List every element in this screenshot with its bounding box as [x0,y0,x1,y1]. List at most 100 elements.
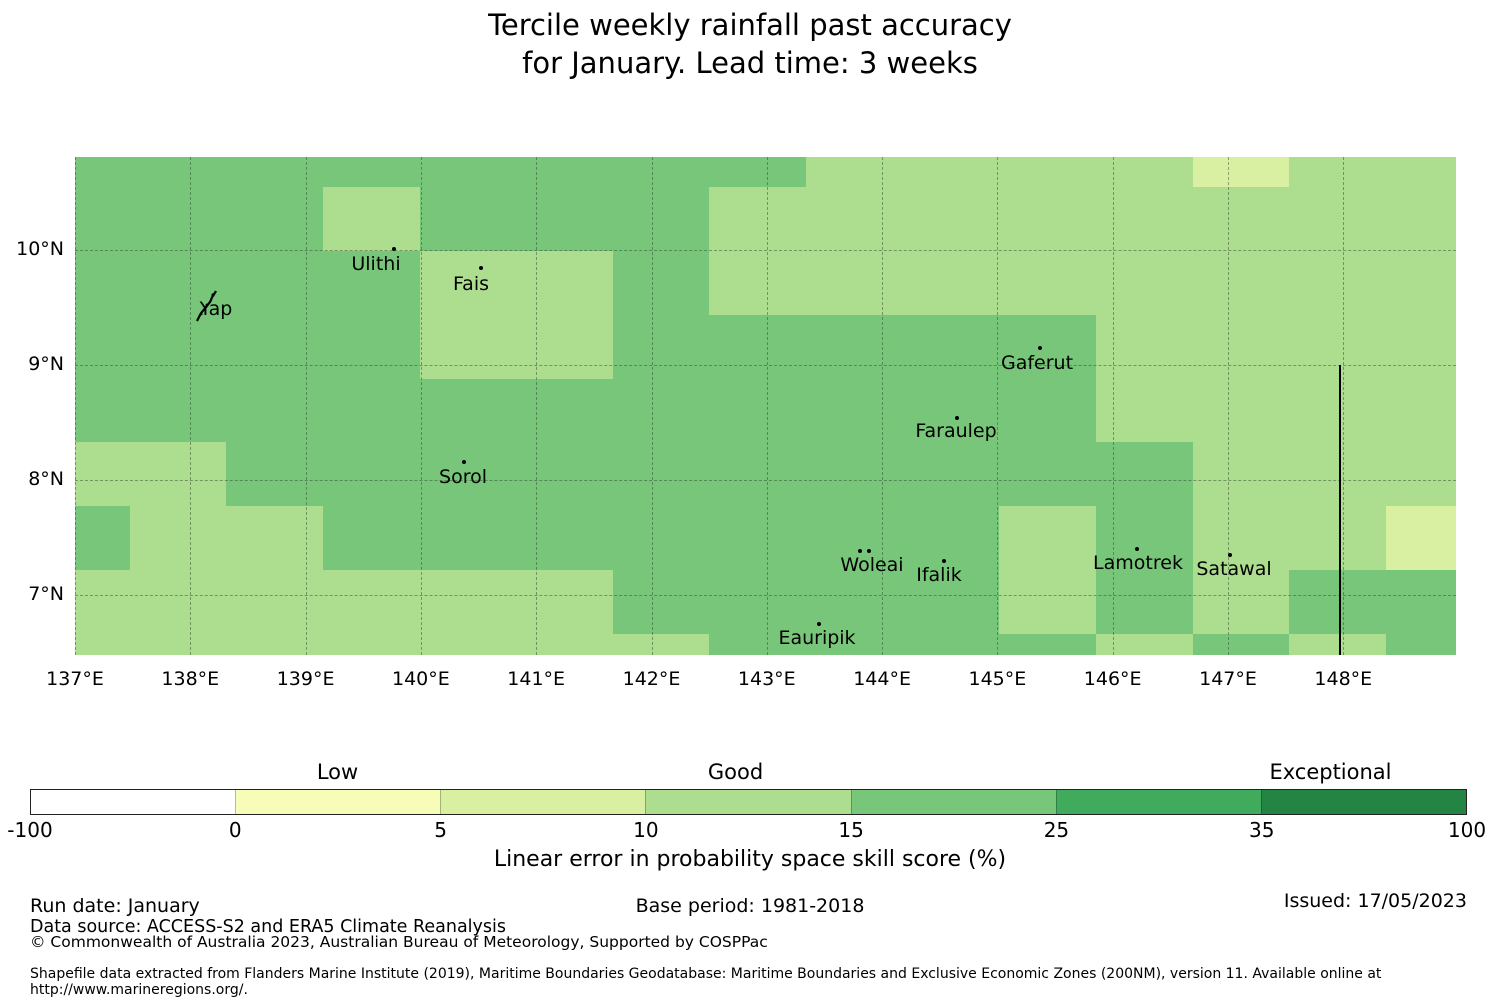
map-cell [75,634,130,655]
map-cell [1096,315,1193,379]
map-cell [226,251,323,315]
map-cell [226,315,323,379]
island-marker-dot [1135,547,1139,551]
latitude-gridline [75,480,1456,481]
island-label: Satawal [1196,558,1272,580]
x-axis-tick-label: 139°E [276,668,335,690]
x-axis-tick-label: 137°E [46,668,104,690]
map-cell [1193,315,1289,379]
map-cell [1289,157,1386,187]
chart-title-line1: Tercile weekly rainfall past accuracy [488,8,1012,42]
map-cell [1096,251,1193,315]
map-cell [1096,187,1193,251]
map-cell [75,506,130,570]
map-cell [323,442,420,506]
map-cell [226,379,323,442]
longitude-gridline [536,157,538,655]
y-axis-tick-label: 8°N [28,468,64,490]
map-cell [1386,157,1456,187]
map-cell [75,315,130,379]
island-label: Gaferut [1000,352,1074,374]
map-cell [999,157,1096,187]
colorbar-segment [440,790,646,814]
x-axis-tick-label: 142°E [622,668,681,690]
map-cell [130,379,226,442]
map-cell [323,315,420,379]
map-cell [1289,379,1386,442]
map-cell [516,157,613,187]
map-cell [1386,570,1456,634]
island-marker-dot [479,266,483,270]
map-cell [613,315,709,379]
map-cell [806,442,903,506]
island-label: Sorol [439,466,487,488]
map-cell [420,570,516,634]
island-marker-dot [858,549,862,553]
map-cell [999,634,1096,655]
longitude-gridline [882,157,884,655]
map-cell [420,187,516,251]
map-cell [613,442,709,506]
colorbar-tick-label: 0 [228,818,242,842]
map-cell [1193,570,1289,634]
colorbar-tick-label: 10 [633,818,659,842]
map-cell [516,442,613,506]
island-label: Eauripik [778,627,856,649]
longitude-gridline [75,157,76,655]
eez-boundary-line [1339,365,1341,655]
colorbar-tick-label: 100 [1447,818,1487,842]
map-cell [323,251,420,315]
map-cell [323,187,420,251]
base-period-text: Base period: 1981-2018 [635,895,865,917]
latitude-gridline [75,250,1456,251]
map-cell [516,634,613,655]
island-marker-dot [942,559,946,563]
map-cell [323,379,420,442]
longitude-gridline [1343,157,1345,655]
map-cell [806,251,903,315]
map-cell [1386,506,1456,570]
map-cell [1289,570,1386,634]
map-cell [420,315,516,379]
map-cell [130,187,226,251]
map-cell [516,570,613,634]
map-cell [130,315,226,379]
map-cell [1386,379,1456,442]
map-cell [806,634,903,655]
map-cell [1193,251,1289,315]
map-cell [613,187,709,251]
map-cell [323,570,420,634]
map-cell [1289,251,1386,315]
map-cell [516,251,613,315]
latitude-gridline [75,365,1456,366]
map-cell [1386,187,1456,251]
map-cell [75,251,130,315]
colorbar-category-label: Good [707,760,764,784]
map-cell [709,442,806,506]
map-cell [75,187,130,251]
map-cell [806,379,903,442]
chart-title: Tercile weekly rainfall past accuracy fo… [0,6,1500,82]
map-cell [903,379,999,442]
map-cell [1386,251,1456,315]
map-cell [226,506,323,570]
map-cell [420,634,516,655]
island-label: Ulithi [351,253,401,275]
map-cell [999,570,1096,634]
colorbar-tick-label: -100 [7,818,53,842]
map-cell [709,506,806,570]
yap-island-shape [194,289,224,323]
map-cell [1193,157,1289,187]
map-cell [709,187,806,251]
map-cell [1096,570,1193,634]
island-label: Lamotrek [1093,552,1183,574]
map-cell [999,251,1096,315]
map-cell [75,442,130,506]
map-cell [903,634,999,655]
map-cell [903,570,999,634]
island-label: Faraulep [915,420,997,442]
map-cell [1386,315,1456,379]
map-cell [130,634,226,655]
y-axis-tick-label: 7°N [28,583,64,605]
island-marker-dot [817,622,821,626]
